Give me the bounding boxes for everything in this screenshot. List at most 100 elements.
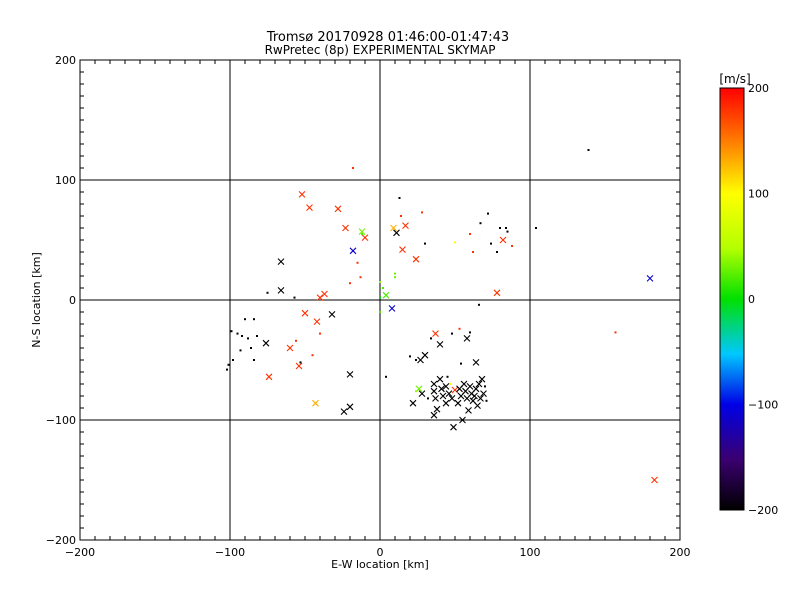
data-point-dot: [614, 331, 617, 334]
data-point-dot: [352, 167, 354, 169]
data-point-dot: [490, 242, 492, 245]
colorbar-tick-label: 100: [748, 188, 769, 201]
data-point-cross: [472, 385, 480, 393]
data-point-cross: [471, 392, 478, 400]
x-tick-label: −100: [215, 546, 245, 559]
data-point-dot: [295, 339, 297, 342]
x-tick-label: 0: [377, 546, 384, 559]
colorbar-tick-labels: 200 100 0 −100 −200: [748, 82, 778, 517]
data-point-cross: [474, 402, 481, 409]
data-point-cross: [433, 405, 441, 413]
data-point-cross: [438, 385, 445, 393]
data-point-dot: [415, 390, 417, 393]
data-point-dot: [454, 241, 456, 244]
data-point-cross: [340, 408, 348, 415]
data-point-cross: [412, 255, 420, 263]
data-point-cross: [321, 290, 328, 298]
data-point-cross: [328, 311, 336, 318]
y-tick-label: −200: [46, 534, 76, 547]
data-point-cross: [646, 275, 654, 282]
data-point-cross: [442, 383, 450, 390]
axis-ticks: [79, 59, 681, 541]
data-point-dot: [356, 261, 359, 264]
y-tick-label: 100: [55, 174, 76, 187]
data-point-cross: [393, 229, 400, 237]
y-tick-label: −100: [46, 414, 76, 427]
data-point-cross: [460, 380, 468, 388]
x-axis-label: E-W location [km]: [331, 558, 429, 571]
data-point-dot: [469, 331, 471, 334]
data-point-dot: [458, 327, 461, 330]
data-point-cross: [430, 411, 438, 419]
data-point-cross: [477, 395, 484, 402]
data-point-dot: [227, 363, 230, 366]
x-tick-label: 200: [670, 546, 691, 559]
x-tick-label: 100: [520, 546, 541, 559]
data-point-dot: [587, 149, 590, 151]
data-point-cross: [277, 258, 285, 265]
data-point-dot: [256, 335, 258, 337]
data-point-dot: [379, 281, 381, 283]
data-point-dot: [487, 212, 489, 215]
data-point-dot: [250, 347, 252, 349]
data-point-dot: [253, 359, 255, 361]
data-point-dot: [241, 335, 243, 337]
data-point-dot: [421, 211, 423, 214]
data-point-cross: [409, 399, 417, 407]
data-point-cross: [295, 362, 303, 370]
data-point-cross: [390, 224, 397, 232]
data-point-cross: [399, 246, 406, 253]
data-point-dot: [253, 318, 255, 321]
data-point-cross: [358, 228, 366, 235]
data-point-dot: [427, 397, 429, 400]
data-point-cross: [436, 341, 444, 348]
data-points: [226, 149, 658, 484]
data-point-dot: [382, 287, 384, 289]
grid-lines: [80, 60, 680, 540]
data-point-dot: [232, 359, 234, 361]
data-point-cross: [448, 395, 456, 402]
data-point-dot: [499, 227, 501, 229]
data-point-cross: [459, 416, 466, 424]
data-point-dot: [449, 383, 452, 385]
y-tick-label: 200: [55, 54, 76, 67]
data-point-cross: [298, 191, 306, 198]
data-point-cross: [402, 222, 409, 229]
data-point-cross: [301, 309, 309, 317]
colorbar-tick-label: −100: [748, 399, 778, 412]
data-point-dot: [394, 276, 396, 279]
data-point-dot: [400, 215, 402, 217]
data-point-cross: [478, 375, 486, 383]
colorbar-tick-label: 200: [748, 82, 769, 95]
data-point-dot: [469, 233, 471, 235]
data-point-cross: [432, 395, 439, 402]
data-point-dot: [415, 359, 417, 361]
data-point-dot: [226, 368, 228, 371]
colorbar-label: [m/s]: [719, 72, 750, 86]
data-point-cross: [472, 359, 480, 366]
data-point-dot: [293, 296, 296, 299]
data-point-cross: [286, 344, 294, 352]
y-tick-label: 0: [69, 294, 76, 307]
chart-subtitle: RwPretec (8p) EXPERIMENTAL SKYMAP: [265, 43, 496, 57]
data-point-dot: [230, 330, 233, 333]
data-point-cross: [262, 339, 270, 347]
data-point-dot: [247, 337, 249, 340]
data-point-cross: [475, 380, 483, 388]
data-point-dot: [535, 227, 537, 229]
data-point-dot: [319, 332, 321, 335]
data-point-cross: [421, 351, 429, 359]
data-point-dot: [239, 349, 242, 352]
data-point-dot: [359, 276, 362, 279]
data-point-dot: [485, 399, 488, 402]
colorbar-tick-label: 0: [748, 293, 755, 306]
data-point-dot: [379, 311, 381, 313]
data-point-cross: [439, 392, 447, 400]
data-point-dot: [409, 355, 411, 358]
data-point-cross: [361, 234, 369, 241]
chart-title: Tromsø 20170928 01:46:00-01:47:43: [266, 30, 509, 45]
data-point-cross: [346, 403, 354, 411]
data-point-cross: [418, 390, 426, 397]
data-point-dot: [505, 227, 507, 229]
